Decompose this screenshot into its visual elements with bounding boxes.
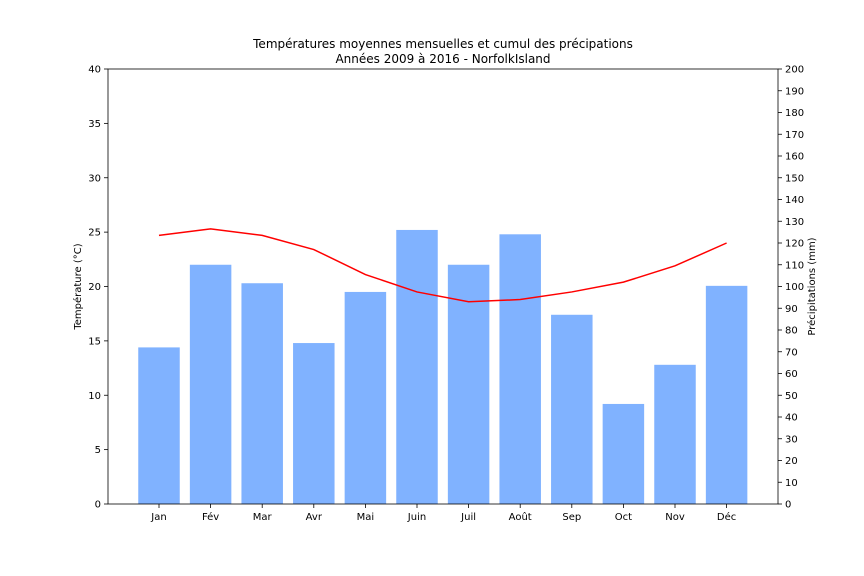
x-tick-label: Nov <box>665 512 685 523</box>
x-tick-label: Oct <box>615 512 632 523</box>
bar-Juin <box>396 229 438 504</box>
y-right-tick-label: 30 <box>785 434 798 445</box>
y-right-tick-label: 110 <box>785 260 804 271</box>
y-axis-left: 0 5 10 15 20 25 30 35 40 <box>88 65 108 511</box>
y-axis-right: 0 10 20 30 40 50 60 70 80 90 100 110 120 130 140 150 160… <box>778 65 804 511</box>
y-axis-right-label: Précipitations (mm) <box>806 237 818 335</box>
x-tick-label: Août <box>509 511 532 523</box>
y-right-tick-label: 10 <box>785 478 798 489</box>
y-right-tick-label: 160 <box>785 152 804 163</box>
bar-Mar <box>241 283 283 504</box>
y-right-tick-label: 50 <box>785 391 798 402</box>
y-left-tick-label: 35 <box>88 119 101 130</box>
x-tick-label: Mar <box>253 512 273 523</box>
bar-Sep <box>551 314 593 504</box>
y-right-tick-label: 20 <box>785 456 798 467</box>
y-left-tick-label: 25 <box>88 228 101 239</box>
chart-subtitle: Années 2009 à 2016 - NorfolkIsland <box>335 52 550 66</box>
y-right-tick-label: 140 <box>785 195 804 206</box>
x-tick-label: Juil <box>460 512 476 523</box>
bar-Fév <box>189 264 232 504</box>
x-tick-label: Jan <box>150 512 166 523</box>
bar-Nov <box>654 364 696 504</box>
y-left-tick-label: 20 <box>88 282 101 293</box>
chart-title: Températures moyennes mensuelles et cumu… <box>252 37 633 51</box>
y-right-tick-label: 40 <box>785 413 798 424</box>
y-right-tick-label: 200 <box>785 65 804 76</box>
bar-Déc <box>705 285 748 504</box>
x-axis: Jan Fév Mar Avr Mai Juin Juil Août Sep Oct Nov Déc <box>150 504 736 523</box>
y-left-tick-label: 10 <box>88 391 101 402</box>
y-right-tick-label: 190 <box>785 86 804 97</box>
bar-Août <box>499 234 541 505</box>
y-left-tick-label: 40 <box>88 65 101 76</box>
y-right-tick-label: 90 <box>785 304 798 315</box>
y-right-tick-label: 170 <box>785 130 804 141</box>
y-left-tick-label: 15 <box>88 336 101 347</box>
y-right-tick-label: 100 <box>785 282 804 293</box>
bar-Avr <box>293 343 335 504</box>
y-right-tick-label: 180 <box>785 108 804 119</box>
bar-Juil <box>447 264 490 504</box>
x-tick-label: Avr <box>306 512 323 523</box>
bar-Oct <box>602 403 645 504</box>
y-right-tick-label: 0 <box>785 500 791 511</box>
bar-Jan <box>138 347 180 504</box>
y-left-tick-label: 30 <box>88 173 101 184</box>
y-left-tick-label: 0 <box>95 500 101 511</box>
x-tick-label: Déc <box>717 511 736 523</box>
x-tick-label: Fév <box>202 511 219 523</box>
y-right-tick-label: 80 <box>785 326 798 337</box>
y-right-tick-label: 120 <box>785 239 804 250</box>
x-tick-label: Juin <box>407 512 426 523</box>
x-tick-label: Sep <box>562 512 581 523</box>
line-series-layer <box>158 228 727 303</box>
temperature-line <box>158 228 727 303</box>
bar-Mai <box>344 291 387 504</box>
x-tick-label: Mai <box>357 512 375 523</box>
y-right-tick-label: 130 <box>785 217 804 228</box>
y-right-tick-label: 70 <box>785 347 798 358</box>
bar-series <box>138 229 748 505</box>
y-right-tick-label: 60 <box>785 369 798 380</box>
y-right-tick-label: 150 <box>785 173 804 184</box>
y-axis-left-label: Température (°C) <box>72 243 84 330</box>
y-left-tick-label: 5 <box>95 445 101 456</box>
